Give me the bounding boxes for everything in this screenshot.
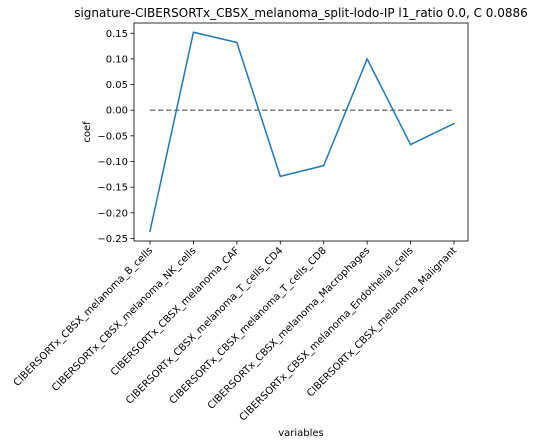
- data-point: [366, 58, 368, 60]
- x-tick-label: CIBERSORTx_CBSX_melanoma_Malignant: [305, 245, 459, 399]
- data-point: [322, 164, 325, 167]
- chart-title: signature-CIBERSORTx_CBSX_melanoma_split…: [74, 6, 528, 20]
- y-tick-label: −0.20: [97, 208, 128, 219]
- series-line: [149, 31, 455, 232]
- x-tick-label: CIBERSORTx_CBSX_melanoma_Macrophages: [206, 245, 372, 411]
- y-axis-label: coef: [82, 121, 93, 143]
- data-point: [453, 122, 455, 125]
- data-point: [236, 41, 238, 44]
- data-point: [279, 175, 282, 178]
- plot-frame: [133, 22, 469, 242]
- x-axis-ticks: CIBERSORTx_CBSX_melanoma_B_cellsCIBERSOR…: [12, 241, 459, 423]
- y-axis-ticks: 0.15 0.10 0.05 0.00 −0.05 −0.10 −0.15 −0.20 −0.2…: [97, 29, 134, 245]
- y-tick-label: −0.10: [97, 157, 128, 168]
- series-layer: [149, 31, 455, 233]
- data-point: [149, 230, 151, 233]
- y-tick-label: −0.25: [97, 234, 128, 245]
- data-point: [192, 31, 195, 34]
- y-tick-label: 0.15: [106, 29, 128, 40]
- data-point: [409, 143, 412, 146]
- x-tick-label: CIBERSORTx_CBSX_melanoma_T_cells_CD4: [124, 245, 285, 406]
- y-tick-label: 0.10: [106, 54, 128, 65]
- y-tick-label: −0.15: [97, 183, 128, 194]
- x-axis-label: variables: [278, 428, 324, 439]
- y-tick-label: −0.05: [97, 131, 128, 142]
- x-tick-label: CIBERSORTx_CBSX_melanoma_T_cells_CD8: [168, 245, 329, 406]
- y-tick-label: 0.05: [106, 80, 128, 91]
- y-tick-label: 0.00: [106, 106, 128, 117]
